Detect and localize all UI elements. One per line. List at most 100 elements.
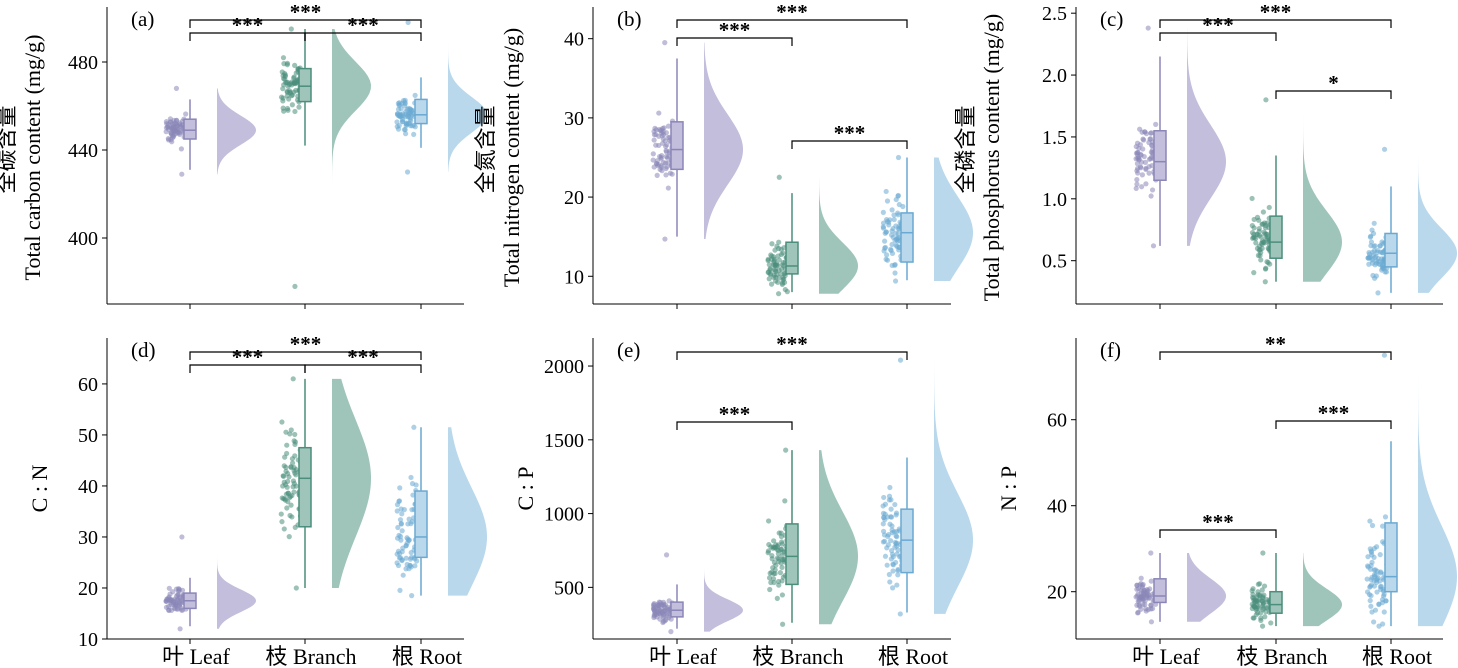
significance-bracket: *** — [676, 0, 908, 28]
significance-bracket: *** — [1159, 13, 1277, 41]
data-point — [412, 563, 418, 569]
data-point — [1371, 619, 1377, 625]
data-point — [175, 586, 182, 592]
data-point — [1250, 234, 1257, 240]
data-point — [775, 279, 781, 285]
data-point — [178, 607, 185, 613]
data-point — [881, 532, 888, 538]
data-point — [1134, 177, 1140, 183]
panel-label: (e) — [617, 338, 640, 362]
data-point — [166, 585, 172, 591]
significance-bracket: *** — [676, 18, 793, 46]
data-point — [179, 534, 185, 540]
data-point — [287, 90, 294, 96]
data-point — [659, 152, 665, 159]
data-point — [1268, 620, 1274, 626]
data-point — [656, 110, 662, 116]
bracket-line — [189, 351, 422, 360]
data-point — [662, 40, 668, 46]
data-point — [766, 269, 772, 275]
data-point — [1371, 243, 1377, 249]
y-tick-label: 400 — [68, 228, 98, 250]
data-point — [280, 86, 286, 92]
violin-leaf — [1187, 553, 1226, 622]
y-tick-label: 30 — [564, 108, 584, 130]
data-point — [771, 579, 777, 586]
data-point — [779, 564, 785, 571]
data-point — [290, 376, 296, 382]
data-point — [1371, 220, 1377, 226]
y-tick-label: 10 — [564, 266, 584, 288]
data-point — [396, 100, 402, 106]
data-point — [411, 131, 417, 138]
data-point — [279, 519, 285, 525]
y-axis-label-cn: 全磷含量 — [953, 105, 978, 193]
data-point — [769, 241, 775, 247]
data-point — [665, 185, 671, 191]
data-point — [1264, 604, 1270, 611]
data-point — [1376, 261, 1382, 267]
bracket-line — [676, 37, 793, 46]
significance-label: *** — [719, 18, 751, 42]
data-point — [1263, 236, 1269, 242]
data-point — [1134, 168, 1140, 174]
y-tick-label: 20 — [564, 187, 584, 209]
data-point — [398, 113, 405, 120]
data-point — [394, 508, 400, 514]
data-point — [775, 547, 781, 554]
y-axis-label: Total nitrogen content (mg/g) — [499, 28, 524, 287]
series-leaf — [163, 85, 256, 177]
data-point — [281, 526, 287, 532]
data-point — [288, 427, 294, 433]
data-point — [179, 171, 185, 177]
data-point — [1375, 290, 1381, 296]
data-point — [765, 257, 771, 264]
data-point — [1142, 129, 1148, 135]
data-point — [1263, 609, 1269, 615]
violin-branch — [1303, 553, 1342, 627]
box-branch — [785, 241, 799, 275]
chart-panel-b: 10 20 30 40 (b) 全氮含量 Total nitrogen content (m… — [473, 0, 973, 309]
series-branch — [765, 447, 858, 627]
data-point — [395, 524, 401, 531]
data-point — [284, 505, 290, 511]
y-tick-label: 500 — [554, 577, 584, 599]
data-point — [1250, 591, 1256, 598]
bracket-line — [304, 32, 422, 41]
data-point — [1150, 243, 1157, 249]
x-tick-label: 叶 Leaf — [162, 644, 230, 668]
data-point — [880, 224, 886, 230]
significance-label: *** — [232, 13, 264, 37]
x-tick-label: 根 Root — [1362, 644, 1432, 668]
bracket-line — [1275, 420, 1392, 429]
data-point — [882, 501, 889, 507]
y-axis-label: C : P — [513, 466, 538, 510]
y-tick-label: 2.0 — [1042, 65, 1067, 87]
data-point — [894, 543, 900, 549]
series-branch — [1249, 550, 1342, 629]
data-point — [1261, 592, 1267, 598]
y-axis-label-cn: 全碳含量 — [0, 105, 19, 193]
data-point — [1263, 97, 1269, 103]
data-point — [291, 438, 297, 444]
series-root — [1364, 352, 1457, 629]
data-point — [1261, 229, 1267, 235]
data-point — [663, 172, 669, 178]
significance-label: *** — [347, 13, 379, 37]
series-branch — [278, 26, 371, 289]
data-point — [399, 528, 405, 534]
data-point — [1134, 181, 1140, 187]
data-point — [775, 291, 782, 297]
significance-bracket: *** — [304, 13, 422, 41]
data-point — [770, 576, 777, 582]
data-point — [1253, 240, 1259, 246]
data-point — [889, 585, 896, 591]
data-point — [292, 108, 298, 115]
data-point — [1367, 518, 1373, 524]
data-point — [1369, 609, 1375, 615]
x-tick-label: 枝 Branch — [1236, 644, 1327, 668]
series-leaf — [650, 40, 743, 242]
y-tick-label: 1000 — [544, 504, 584, 526]
data-point — [892, 501, 898, 508]
significance-bracket: *** — [189, 13, 306, 41]
